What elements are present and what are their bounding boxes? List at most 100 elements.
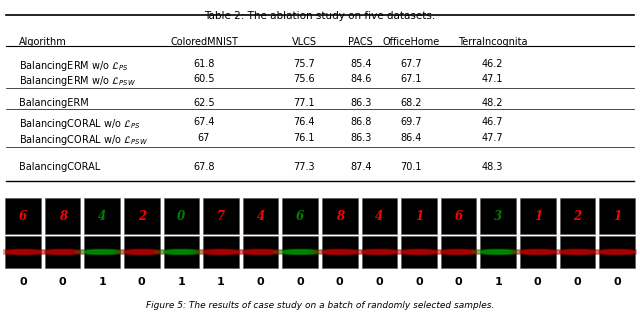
Text: Table 2: The ablation study on five datasets.: Table 2: The ablation study on five data…: [204, 11, 436, 21]
Text: 4: 4: [257, 210, 265, 223]
Bar: [282, 236, 318, 268]
Text: 46.7: 46.7: [482, 117, 503, 127]
Text: 0: 0: [138, 278, 146, 287]
Text: 0: 0: [19, 278, 27, 287]
Text: 0: 0: [376, 278, 383, 287]
Bar: [84, 236, 120, 268]
Text: 0: 0: [613, 278, 621, 287]
Circle shape: [124, 250, 159, 254]
Text: 67.1: 67.1: [400, 74, 422, 84]
Circle shape: [590, 249, 640, 255]
Text: 76.4: 76.4: [294, 117, 315, 127]
Circle shape: [559, 250, 595, 254]
Text: 75.6: 75.6: [294, 74, 315, 84]
Text: 86.4: 86.4: [400, 133, 422, 143]
Circle shape: [472, 249, 525, 255]
Circle shape: [401, 250, 436, 254]
Text: 67.7: 67.7: [400, 59, 422, 69]
Bar: [203, 236, 239, 268]
Circle shape: [432, 249, 485, 255]
Circle shape: [45, 250, 81, 254]
Text: ColoredMNIST: ColoredMNIST: [170, 37, 238, 47]
Text: 0: 0: [257, 278, 264, 287]
Circle shape: [520, 250, 556, 254]
Text: 62.5: 62.5: [193, 98, 215, 108]
Text: 69.7: 69.7: [400, 117, 422, 127]
Text: 67: 67: [198, 133, 210, 143]
Bar: [282, 198, 318, 234]
Text: TerraIncognita: TerraIncognita: [458, 37, 527, 47]
Circle shape: [322, 250, 358, 254]
Circle shape: [441, 250, 476, 254]
Text: BalancingCORAL w/o $\mathcal{L}_{PS}$: BalancingCORAL w/o $\mathcal{L}_{PS}$: [19, 117, 141, 131]
Bar: [203, 198, 239, 234]
Text: 0: 0: [59, 278, 67, 287]
Text: 85.4: 85.4: [350, 59, 371, 69]
Bar: [124, 198, 160, 234]
Bar: [480, 236, 516, 268]
Text: 2: 2: [138, 210, 146, 223]
Bar: [599, 198, 635, 234]
Text: 0: 0: [573, 278, 581, 287]
Text: 1: 1: [534, 210, 542, 223]
Bar: [362, 236, 397, 268]
Text: 87.4: 87.4: [350, 162, 371, 172]
Text: 86.8: 86.8: [350, 117, 371, 127]
Circle shape: [481, 250, 516, 254]
Bar: [5, 236, 41, 268]
Text: 67.8: 67.8: [193, 162, 214, 172]
Circle shape: [155, 249, 208, 255]
Text: 86.3: 86.3: [350, 133, 371, 143]
Circle shape: [0, 249, 50, 255]
Bar: [441, 198, 477, 234]
Text: BalancingCORAL: BalancingCORAL: [19, 162, 100, 172]
Text: 0: 0: [296, 278, 304, 287]
Text: 1: 1: [494, 278, 502, 287]
Text: 48.3: 48.3: [482, 162, 503, 172]
Text: 77.3: 77.3: [294, 162, 315, 172]
Text: 0: 0: [336, 278, 344, 287]
Text: 77.1: 77.1: [294, 98, 315, 108]
Circle shape: [5, 250, 41, 254]
Text: PACS: PACS: [348, 37, 373, 47]
Bar: [5, 198, 41, 234]
Text: 46.2: 46.2: [482, 59, 503, 69]
Circle shape: [353, 249, 406, 255]
Text: 76.1: 76.1: [294, 133, 315, 143]
Text: 6: 6: [454, 210, 463, 223]
Text: BalancingERM: BalancingERM: [19, 98, 89, 108]
Bar: [480, 198, 516, 234]
Bar: [401, 198, 437, 234]
Bar: [362, 198, 397, 234]
Circle shape: [234, 249, 287, 255]
Bar: [243, 236, 278, 268]
Text: 75.7: 75.7: [294, 59, 315, 69]
Text: 1: 1: [177, 278, 185, 287]
Text: Figure 5: The results of case study on a batch of randomly selected samples.: Figure 5: The results of case study on a…: [146, 301, 494, 310]
Text: 1: 1: [415, 210, 423, 223]
Bar: [45, 236, 81, 268]
Text: OfficeHome: OfficeHome: [382, 37, 440, 47]
Circle shape: [115, 249, 168, 255]
Text: 1: 1: [613, 210, 621, 223]
Bar: [163, 236, 199, 268]
Circle shape: [204, 250, 239, 254]
Bar: [559, 198, 595, 234]
Text: 0: 0: [534, 278, 541, 287]
Text: 8: 8: [58, 210, 67, 223]
Bar: [559, 236, 595, 268]
Text: 6: 6: [296, 210, 304, 223]
Text: VLCS: VLCS: [292, 37, 317, 47]
Bar: [520, 236, 556, 268]
Text: 47.1: 47.1: [482, 74, 503, 84]
Circle shape: [511, 249, 564, 255]
Text: 4: 4: [98, 210, 106, 223]
Text: Algorithm: Algorithm: [19, 37, 67, 47]
Text: 68.2: 68.2: [400, 98, 422, 108]
Text: 47.7: 47.7: [482, 133, 503, 143]
Bar: [599, 236, 635, 268]
Text: 0: 0: [455, 278, 463, 287]
Bar: [243, 198, 278, 234]
Text: 86.3: 86.3: [350, 98, 371, 108]
Text: 48.2: 48.2: [482, 98, 503, 108]
